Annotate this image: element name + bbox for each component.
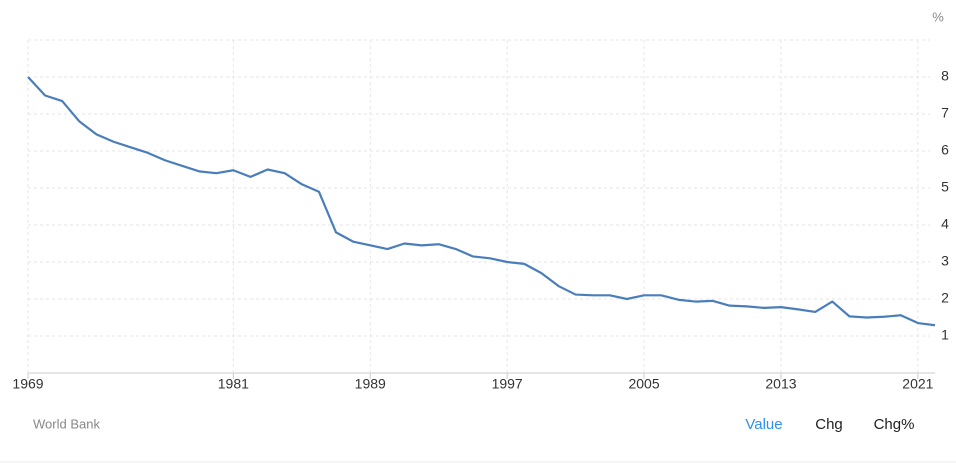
data-line [27,76,936,327]
y-tick-label: 3 [941,253,949,269]
x-tick-label: 1981 [218,376,249,392]
source: World Bank [33,416,100,431]
unit-label: % [932,9,944,24]
chg-button[interactable]: Chg [815,416,843,433]
x-tick-label: 2005 [628,376,659,392]
y-tick-label: 4 [941,216,949,232]
y-tick-label: 5 [941,179,949,195]
x-tick-label: 1997 [492,376,523,392]
y-tick-label: 2 [941,290,949,306]
y-tick-label: 6 [941,142,949,158]
x-tick-label: 1969 [12,376,43,392]
chg-pct-button[interactable]: Chg% [874,416,915,433]
x-tick-label: 1989 [355,376,386,392]
y-tick-label: 8 [941,68,949,84]
y-tick-label: 7 [941,105,949,121]
value-button[interactable]: Value [745,416,782,433]
y-tick-label: 1 [941,327,949,343]
x-tick-label: 2021 [902,376,933,392]
x-tick-label: 2013 [765,376,796,392]
